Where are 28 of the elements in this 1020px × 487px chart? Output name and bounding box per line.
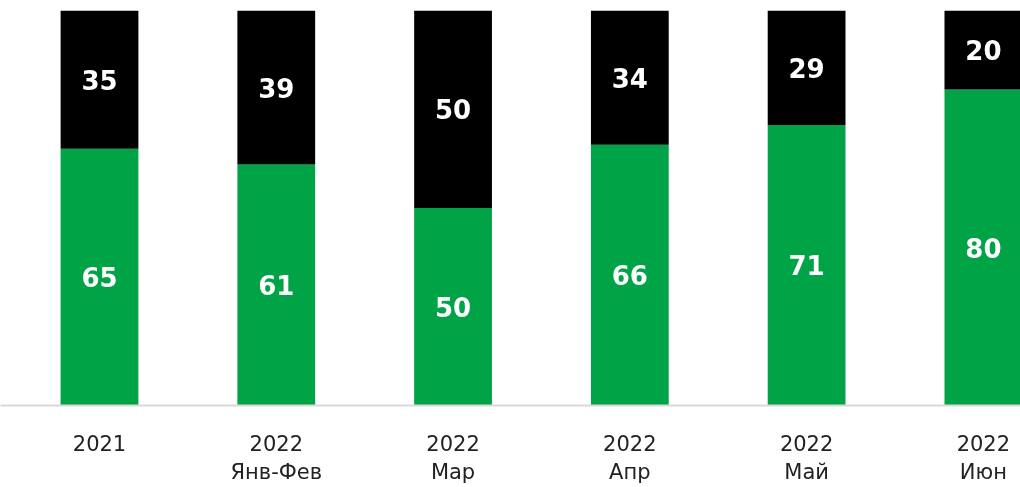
data-label: 35 xyxy=(81,65,118,96)
bar xyxy=(767,125,846,406)
bar xyxy=(237,164,316,406)
bar xyxy=(60,148,139,406)
bar xyxy=(767,10,846,126)
bar xyxy=(414,10,492,208)
data-label: 61 xyxy=(258,271,295,302)
data-label: 50 xyxy=(434,292,472,323)
data-label: 71 xyxy=(788,251,825,282)
data-label: 20 xyxy=(965,36,1002,66)
bar xyxy=(414,208,492,406)
data-label: 80 xyxy=(965,233,1002,264)
data-label: 65 xyxy=(81,263,118,294)
x-tick-label: 2022 Янв-Фев xyxy=(230,431,323,485)
bar xyxy=(237,10,316,165)
data-label: 50 xyxy=(434,95,472,126)
bar xyxy=(60,10,139,149)
data-label: 39 xyxy=(258,73,295,104)
x-tick-label: 2022 Мар xyxy=(426,431,480,485)
x-tick-label: 2022 Июн xyxy=(956,431,1011,485)
data-label: 66 xyxy=(611,261,648,292)
x-tick-label: 2022 Май xyxy=(779,431,834,485)
data-label: 29 xyxy=(788,53,825,84)
x-tick-label: 2021 xyxy=(72,431,127,456)
bar xyxy=(590,144,669,406)
x-tick-label: 2022 Апр xyxy=(603,431,657,485)
data-label: 34 xyxy=(611,63,648,94)
bar xyxy=(590,10,669,145)
